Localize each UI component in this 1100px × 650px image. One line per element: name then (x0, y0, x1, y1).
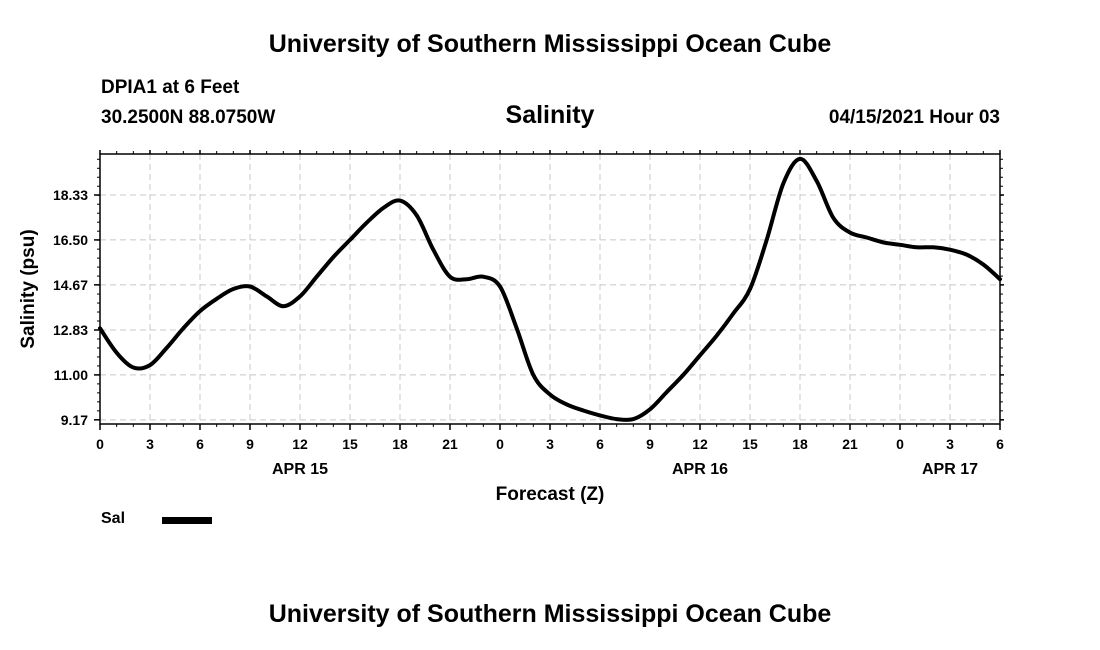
station-label: DPIA1 at 6 Feet (101, 77, 240, 98)
salinity-data-point (831, 216, 835, 220)
salinity-data-point (415, 213, 419, 217)
salinity-data-point (615, 417, 619, 421)
x-tick-label: 18 (792, 436, 808, 452)
salinity-data-point (115, 351, 119, 355)
salinity-data-point (815, 179, 819, 183)
salinity-data-point (498, 285, 502, 289)
salinity-data-point (398, 199, 402, 203)
salinity-data-point (581, 409, 585, 413)
y-tick-label: 12.83 (53, 322, 88, 338)
salinity-data-point (598, 413, 602, 417)
salinity-data-point (648, 407, 652, 411)
salinity-data-point (215, 297, 219, 301)
forecast-timestamp: 04/15/2021 Hour 03 (828, 107, 1000, 128)
x-tick-label: 3 (546, 436, 554, 452)
salinity-data-point (181, 326, 185, 330)
x-tick-label: 9 (246, 436, 254, 452)
salinity-data-point (665, 390, 669, 394)
chart-title-bottom: University of Southern Mississippi Ocean… (268, 600, 832, 628)
station-coordinates: 30.2500N 88.0750W (101, 107, 276, 128)
x-tick-label: 21 (442, 436, 458, 452)
salinity-data-point (548, 393, 552, 397)
y-tick-label: 18.33 (53, 187, 88, 203)
x-tick-label: 18 (392, 436, 408, 452)
salinity-data-point (915, 245, 919, 249)
salinity-data-point (765, 238, 769, 242)
y-tick-label: 14.67 (53, 277, 88, 293)
x-tick-label: 6 (196, 436, 204, 452)
x-tick-label: 6 (996, 436, 1004, 452)
parameter-title: Salinity (505, 101, 595, 129)
salinity-data-point (448, 275, 452, 279)
axis-tick-labels: 0 3 6 9 12 15 18 21 0 3 6 9 12 15 18 21 0 3 6 APR 15 APR 16 A… (53, 187, 1004, 478)
salinity-data-point (515, 326, 519, 330)
x-tick-label: 3 (146, 436, 154, 452)
salinity-data-point (131, 366, 135, 370)
date-label: APR 17 (922, 461, 978, 478)
salinity-data-point (798, 157, 802, 161)
salinity-data-point (148, 363, 152, 367)
salinity-data-point (281, 304, 285, 308)
salinity-data-point (248, 285, 252, 289)
y-tick-label: 11.00 (54, 367, 88, 383)
salinity-data-point (931, 245, 935, 249)
salinity-data-point (565, 402, 569, 406)
legend-swatch (162, 517, 212, 524)
salinity-data-point (698, 353, 702, 357)
x-tick-label: 0 (496, 436, 504, 452)
axis-ticks (94, 150, 1004, 430)
x-tick-label: 21 (842, 436, 858, 452)
salinity-data-point (231, 287, 235, 291)
salinity-data-point (165, 346, 169, 350)
salinity-data-point (381, 206, 385, 210)
salinity-data-point (631, 417, 635, 421)
x-tick-label: 9 (646, 436, 654, 452)
salinity-data-point (965, 253, 969, 257)
salinity-data-point (298, 294, 302, 298)
salinity-data-point (848, 231, 852, 235)
salinity-data-point (881, 240, 885, 244)
salinity-data-point (265, 294, 269, 298)
salinity-data-point (681, 373, 685, 377)
salinity-data-point (481, 275, 485, 279)
x-tick-label: 15 (742, 436, 758, 452)
salinity-data-point (531, 373, 535, 377)
x-tick-label: 6 (596, 436, 604, 452)
salinity-data-point (348, 238, 352, 242)
x-tick-label: 0 (96, 436, 104, 452)
y-tick-label: 9.17 (61, 412, 88, 428)
date-label: APR 15 (272, 461, 328, 478)
legend-label: Sal (101, 510, 126, 527)
x-axis-label: Forecast (Z) (496, 484, 605, 505)
x-tick-label: 12 (692, 436, 708, 452)
salinity-data-point (781, 181, 785, 185)
salinity-data-point (981, 262, 985, 266)
x-tick-label: 12 (292, 436, 308, 452)
salinity-data-point (731, 312, 735, 316)
salinity-data-point (865, 235, 869, 239)
salinity-data-point (715, 334, 719, 338)
chart-title-top: University of Southern Mississippi Ocean… (268, 30, 832, 58)
y-tick-label: 16.50 (53, 232, 88, 248)
date-label: APR 16 (672, 461, 728, 478)
salinity-data-point (898, 243, 902, 247)
x-tick-label: 0 (896, 436, 904, 452)
y-axis-label: Salinity (psu) (18, 229, 39, 348)
salinity-data-point (948, 248, 952, 252)
salinity-series-line (98, 156, 1002, 422)
salinity-data-point (998, 277, 1002, 281)
salinity-data-point (331, 255, 335, 259)
salinity-data-point (198, 309, 202, 313)
salinity-data-point (315, 275, 319, 279)
salinity-data-point (431, 248, 435, 252)
x-tick-label: 3 (946, 436, 954, 452)
salinity-data-point (748, 287, 752, 291)
salinity-data-point (465, 277, 469, 281)
grid-lines (100, 154, 1000, 424)
x-tick-label: 15 (342, 436, 358, 452)
salinity-data-point (98, 326, 102, 330)
salinity-data-point (365, 221, 369, 225)
